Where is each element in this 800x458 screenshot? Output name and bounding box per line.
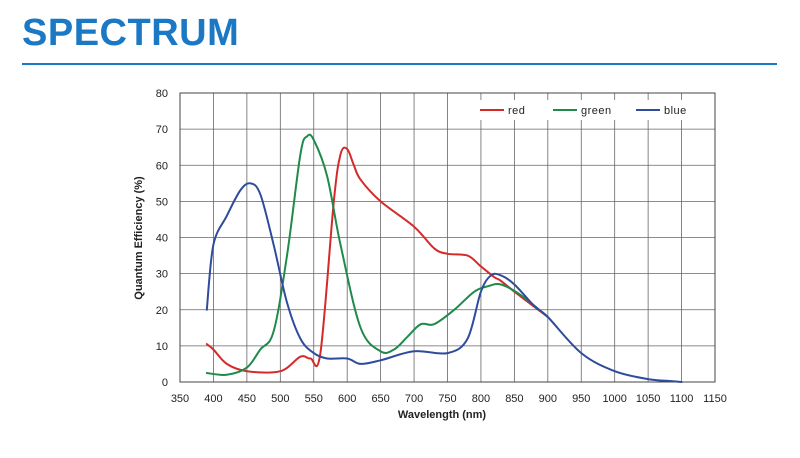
- y-tick-label: 20: [156, 305, 168, 317]
- x-tick-label: 400: [204, 393, 222, 405]
- x-tick-label: 350: [171, 393, 189, 405]
- y-tick-label: 80: [156, 88, 168, 100]
- legend-label-red: red: [508, 105, 525, 117]
- legend-box: [474, 100, 702, 120]
- x-tick-label: 900: [539, 393, 557, 405]
- y-tick-label: 0: [162, 377, 168, 389]
- x-tick-label: 800: [472, 393, 490, 405]
- y-axis-ticks: 0 10 20 30 40 50 60 70 80: [156, 88, 168, 389]
- x-tick-label: 1050: [636, 393, 660, 405]
- x-tick-label: 700: [405, 393, 423, 405]
- x-tick-label: 750: [438, 393, 456, 405]
- series-line-blue: [205, 182, 683, 383]
- series-line-red: [205, 146, 549, 374]
- x-axis-ticks: 350 400 450 500 550 600 650 700 750 800 850 900 950 1…: [171, 393, 727, 405]
- y-tick-label: 60: [156, 160, 168, 172]
- x-tick-label: 950: [572, 393, 590, 405]
- x-tick-label: 650: [371, 393, 389, 405]
- y-tick-label: 10: [156, 341, 168, 353]
- legend-label-blue: blue: [664, 105, 687, 117]
- chart-grid: [179, 92, 716, 383]
- x-tick-label: 1000: [602, 393, 626, 405]
- x-tick-label: 1100: [670, 393, 694, 405]
- y-axis-label: Quantum Efficiency (%): [133, 176, 145, 300]
- y-tick-label: 30: [156, 269, 168, 281]
- x-tick-label: 600: [338, 393, 356, 405]
- x-tick-label: 850: [505, 393, 523, 405]
- series-line-green: [205, 133, 549, 376]
- x-tick-label: 500: [271, 393, 289, 405]
- plot-frame: [179, 92, 716, 383]
- x-axis-label: Wavelength (nm): [398, 409, 487, 421]
- x-tick-label: 1150: [703, 393, 727, 405]
- page-title: SPECTRUM: [22, 12, 240, 54]
- y-tick-label: 70: [156, 124, 168, 136]
- series-layer: [205, 133, 683, 383]
- legend: red green blue: [480, 105, 687, 117]
- title-divider: [22, 63, 777, 65]
- y-tick-label: 40: [156, 233, 168, 245]
- legend-label-green: green: [581, 105, 612, 117]
- x-tick-label: 450: [238, 393, 256, 405]
- x-tick-label: 550: [305, 393, 323, 405]
- y-tick-label: 50: [156, 196, 168, 208]
